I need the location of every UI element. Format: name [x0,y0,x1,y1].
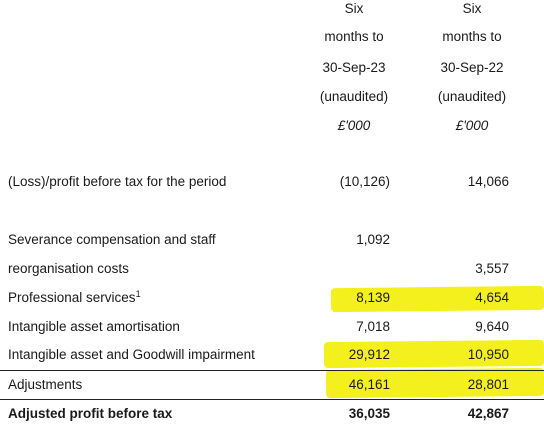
row-label: Adjustments [8,377,83,392]
value-2022: 10,950 [467,347,509,362]
row-label: Adjusted profit before tax [8,406,173,421]
divider-line [0,370,544,371]
row-label: Intangible asset amortisation [8,319,180,334]
row-label: Professional services1 [8,289,141,306]
value-2022: 28,801 [467,377,509,392]
value-2022: 9,640 [475,319,509,334]
footnote-marker: 1 [135,289,141,299]
value-2023: (10,126) [339,174,390,189]
value-2022: 3,557 [475,261,509,276]
row-label: Severance compensation and staff [8,232,216,247]
value-2023: 36,035 [348,406,390,421]
row-label-continued: reorganisation costs [8,261,129,276]
value-2023: 8,139 [356,290,390,305]
value-2022: 4,654 [475,290,509,305]
value-2023: 29,912 [348,347,390,362]
divider-line [0,399,544,400]
value-2022: 14,066 [467,174,509,189]
row-label: (Loss)/profit before tax for the period [8,174,227,189]
value-2023: 46,161 [348,377,390,392]
value-2023: 1,092 [356,232,390,247]
row-label: Intangible asset and Goodwill impairment [8,347,255,362]
value-2022: 42,867 [467,406,509,421]
value-2023: 7,018 [356,319,390,334]
